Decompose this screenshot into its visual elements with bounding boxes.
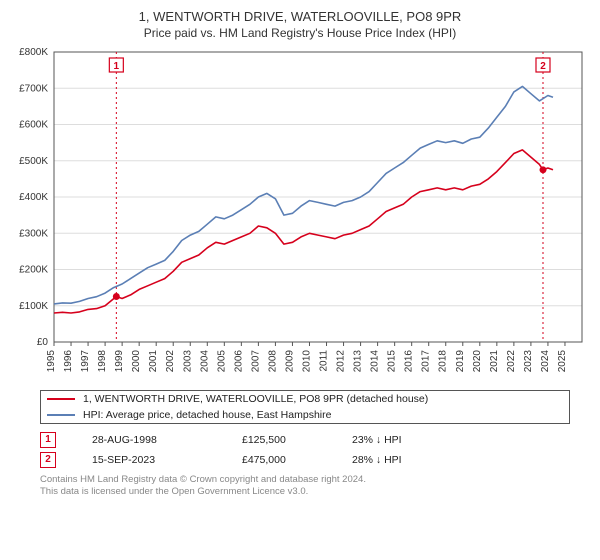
- svg-text:2020: 2020: [472, 349, 483, 372]
- svg-text:2015: 2015: [387, 349, 398, 372]
- legend-swatch: [47, 398, 75, 400]
- svg-text:2004: 2004: [199, 349, 210, 372]
- svg-text:2001: 2001: [148, 349, 159, 372]
- svg-text:£800K: £800K: [19, 47, 48, 58]
- svg-text:2017: 2017: [421, 349, 432, 372]
- svg-text:£200K: £200K: [19, 264, 48, 275]
- svg-text:2023: 2023: [523, 349, 534, 372]
- footnote-line: This data is licensed under the Open Gov…: [40, 486, 570, 498]
- svg-text:2002: 2002: [165, 349, 176, 372]
- svg-text:2019: 2019: [455, 349, 466, 372]
- marker-price: £475,000: [242, 454, 322, 466]
- marker-date: 15-SEP-2023: [92, 454, 212, 466]
- legend-row: HPI: Average price, detached house, East…: [41, 407, 569, 423]
- marker-row: 1 28-AUG-1998 £125,500 23% ↓ HPI: [40, 430, 570, 450]
- svg-text:2016: 2016: [404, 349, 415, 372]
- marker-row: 2 15-SEP-2023 £475,000 28% ↓ HPI: [40, 450, 570, 470]
- marker-box: 2: [40, 452, 56, 468]
- legend-swatch: [47, 414, 75, 416]
- svg-text:1996: 1996: [63, 349, 74, 372]
- svg-text:£0: £0: [37, 337, 49, 348]
- svg-text:2025: 2025: [557, 349, 568, 372]
- svg-text:£400K: £400K: [19, 192, 48, 203]
- svg-text:2012: 2012: [336, 349, 347, 372]
- marker-diff: 23% ↓ HPI: [352, 434, 442, 446]
- svg-text:1997: 1997: [80, 349, 91, 372]
- svg-text:1: 1: [114, 61, 120, 72]
- svg-text:2010: 2010: [301, 349, 312, 372]
- svg-text:2000: 2000: [131, 349, 142, 372]
- marker-box: 1: [40, 432, 56, 448]
- svg-text:2021: 2021: [489, 349, 500, 372]
- chart-subtitle: Price paid vs. HM Land Registry's House …: [0, 26, 600, 44]
- svg-text:2009: 2009: [284, 349, 295, 372]
- svg-text:1995: 1995: [46, 349, 57, 372]
- svg-text:2003: 2003: [182, 349, 193, 372]
- marker-date: 28-AUG-1998: [92, 434, 212, 446]
- svg-text:2011: 2011: [319, 349, 330, 371]
- marker-diff: 28% ↓ HPI: [352, 454, 442, 466]
- legend-row: 1, WENTWORTH DRIVE, WATERLOOVILLE, PO8 9…: [41, 391, 569, 407]
- svg-text:2006: 2006: [233, 349, 244, 372]
- footnote: Contains HM Land Registry data © Crown c…: [40, 474, 570, 499]
- svg-text:1998: 1998: [97, 349, 108, 372]
- svg-text:£500K: £500K: [19, 155, 48, 166]
- footnote-line: Contains HM Land Registry data © Crown c…: [40, 474, 570, 486]
- marker-table: 1 28-AUG-1998 £125,500 23% ↓ HPI 2 15-SE…: [40, 430, 570, 470]
- line-chart: £0 £100K £200K £300K £400K £500K £600K £700K £80…: [0, 44, 600, 384]
- marker-price: £125,500: [242, 434, 322, 446]
- svg-text:2: 2: [540, 61, 546, 72]
- svg-text:2024: 2024: [540, 349, 551, 372]
- svg-text:1999: 1999: [114, 349, 125, 372]
- svg-text:£300K: £300K: [19, 228, 48, 239]
- legend-label: 1, WENTWORTH DRIVE, WATERLOOVILLE, PO8 9…: [83, 393, 428, 405]
- svg-text:2008: 2008: [267, 349, 278, 372]
- svg-text:2018: 2018: [438, 349, 449, 372]
- svg-text:£600K: £600K: [19, 119, 48, 130]
- svg-text:£100K: £100K: [19, 300, 48, 311]
- svg-text:£700K: £700K: [19, 83, 48, 94]
- chart-title: 1, WENTWORTH DRIVE, WATERLOOVILLE, PO8 9…: [0, 0, 600, 26]
- legend: 1, WENTWORTH DRIVE, WATERLOOVILLE, PO8 9…: [40, 390, 570, 424]
- svg-text:2022: 2022: [506, 349, 517, 372]
- svg-text:2005: 2005: [216, 349, 227, 372]
- svg-text:2013: 2013: [353, 349, 364, 372]
- svg-text:2007: 2007: [250, 349, 261, 372]
- svg-text:2014: 2014: [370, 349, 381, 372]
- legend-label: HPI: Average price, detached house, East…: [83, 409, 331, 421]
